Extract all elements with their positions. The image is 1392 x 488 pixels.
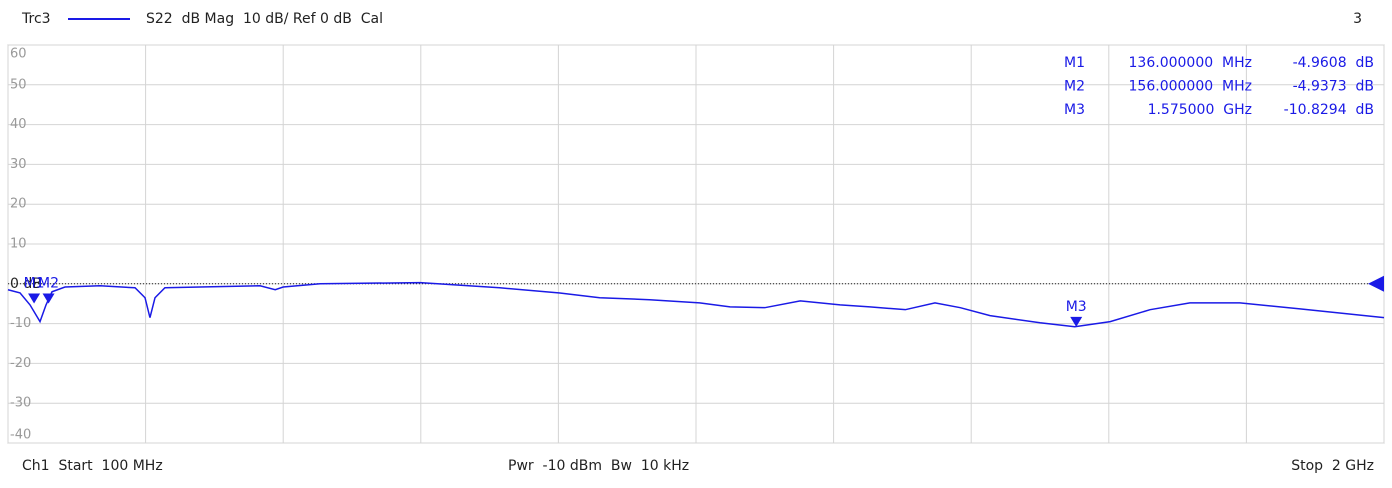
- y-tick-label: 50: [10, 77, 27, 92]
- marker-triangle: [28, 293, 41, 304]
- marker-table-x: 156.000000 MHz: [1129, 79, 1252, 95]
- y-tick-label: 10: [10, 237, 27, 252]
- y-tick-label: -30: [10, 396, 31, 411]
- start-label: Ch1 Start 100 MHz: [22, 458, 163, 474]
- marker-triangle: [42, 293, 55, 304]
- marker-label: M3: [1066, 299, 1087, 315]
- marker-table-value: -4.9608 dB: [1293, 55, 1374, 71]
- marker-triangle: [1070, 316, 1083, 327]
- marker-table-name: M2: [1064, 79, 1085, 95]
- marker-table-x: 136.000000 MHz: [1129, 55, 1252, 71]
- y-tick-label: 30: [10, 157, 27, 172]
- y-tick-label: -20: [10, 356, 31, 371]
- marker-table-value: -4.9373 dB: [1293, 79, 1374, 95]
- y-tick-label: 0 dB: [10, 276, 42, 292]
- center-label: Pwr -10 dBm Bw 10 kHz: [508, 458, 689, 474]
- trace-name: Trc3: [21, 11, 51, 27]
- reference-marker: [1368, 275, 1384, 292]
- marker-table-name: M1: [1064, 55, 1085, 71]
- y-tick-label: 40: [10, 117, 27, 132]
- trace-title: S22 dB Mag 10 dB/ Ref 0 dB Cal: [146, 11, 383, 27]
- marker-table-x: 1.575000 GHz: [1148, 102, 1252, 118]
- marker-label: M1: [24, 276, 45, 292]
- y-tick-label: 60: [10, 47, 27, 62]
- y-tick-label: -10: [10, 316, 31, 331]
- marker-label: M2: [38, 275, 59, 291]
- stop-label: Stop 2 GHz: [1291, 458, 1374, 474]
- y-tick-label: -40: [10, 428, 31, 443]
- trace: [7, 281, 1385, 328]
- marker-table-name: M3: [1064, 102, 1085, 118]
- y-tick-label: 20: [10, 197, 27, 212]
- corner-label: 3: [1353, 11, 1362, 27]
- marker-table-value: -10.8294 dB: [1284, 102, 1374, 118]
